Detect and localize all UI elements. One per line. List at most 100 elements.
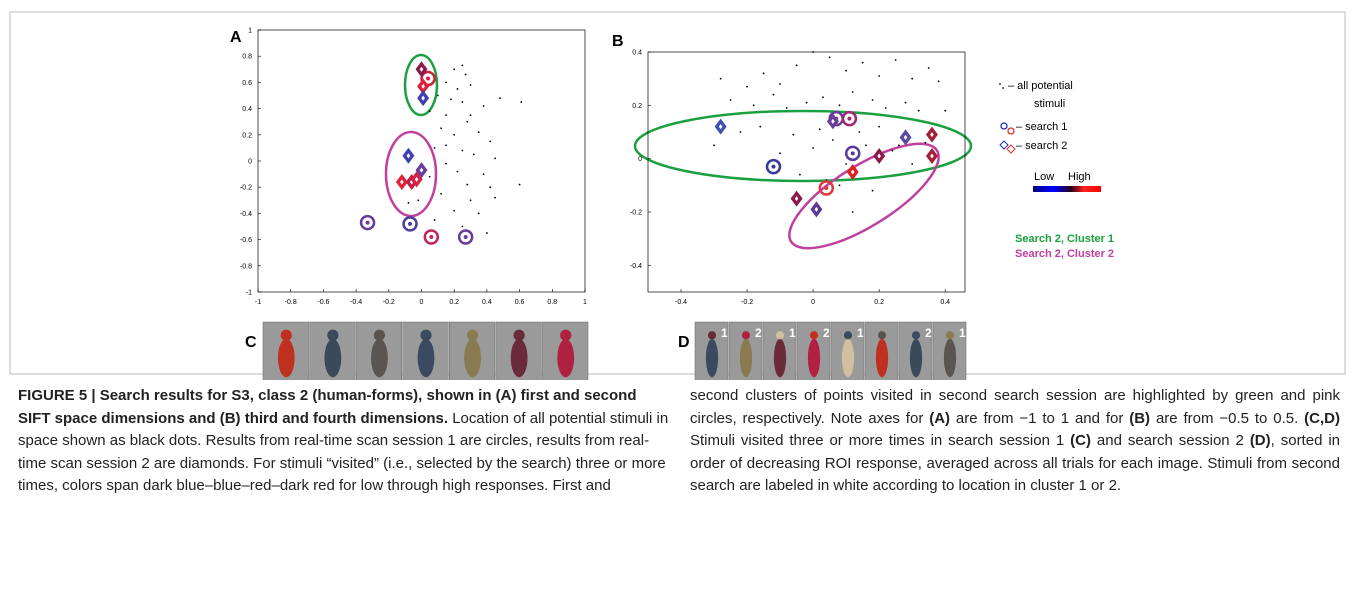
stimulus-dot — [408, 202, 410, 204]
stimulus-dot — [437, 95, 439, 97]
legend-circle — [1008, 128, 1014, 134]
stimulus-head — [912, 331, 920, 339]
stimulus-dot — [753, 104, 755, 106]
stimulus-dot — [911, 78, 913, 80]
stimulus-dot — [786, 107, 788, 109]
stimulus-dot — [483, 105, 485, 107]
stimulus-figure — [278, 339, 295, 377]
core — [824, 186, 828, 190]
legend-circle — [1001, 123, 1007, 129]
caption-right: second clusters of points visited in sec… — [690, 385, 1340, 498]
stimulus-dot — [779, 83, 781, 85]
stimulus-head — [327, 330, 338, 341]
y-tick-label: 0 — [248, 159, 252, 166]
stimulus-dot — [852, 91, 854, 93]
stimulus-dot — [812, 147, 814, 149]
cluster-label: Search 2, Cluster 1 — [1015, 233, 1114, 245]
x-tick-label: -0.6 — [317, 299, 329, 306]
x-tick-label: -0.4 — [350, 299, 362, 306]
stimulus-dot — [885, 107, 887, 109]
caption-run: (D) — [1250, 432, 1271, 449]
stimulus-head — [420, 330, 431, 341]
stimulus-dot — [478, 131, 480, 133]
stimulus-dot — [746, 86, 748, 88]
x-tick-label: 0 — [811, 299, 815, 306]
stimulus-dot — [520, 101, 522, 103]
stimulus-dot — [453, 134, 455, 136]
stimulus-dot — [839, 184, 841, 186]
legend-diamond — [1007, 145, 1015, 153]
cluster-number: 2 — [823, 326, 830, 340]
stimulus-dot — [713, 144, 715, 146]
stimulus-dot — [445, 144, 447, 146]
stimulus-dot — [832, 139, 834, 141]
stimulus-dot — [461, 226, 463, 228]
stimulus-dot — [466, 121, 468, 123]
stimulus-dot — [457, 171, 459, 173]
cluster-number: 2 — [755, 326, 762, 340]
cluster-ellipse — [635, 111, 971, 181]
stimulus-figure — [808, 339, 820, 377]
stimulus-dot — [445, 82, 447, 84]
stimulus-dot — [878, 75, 880, 77]
y-tick-label: 0 — [638, 156, 642, 163]
search2-diamond — [416, 61, 428, 77]
search2-diamond — [417, 90, 429, 106]
cluster-label: Search 2, Cluster 2 — [1015, 248, 1114, 260]
stimulus-dot — [473, 154, 475, 156]
stimulus-dot — [489, 186, 491, 188]
stimulus-dot — [494, 157, 496, 159]
search1-circle — [425, 230, 438, 243]
stimulus-dot — [895, 59, 897, 61]
x-tick-label: 0.6 — [515, 299, 525, 306]
stimulus-figure — [740, 339, 752, 377]
core — [847, 117, 851, 121]
cluster-number: 1 — [857, 326, 864, 340]
stimulus-head — [467, 330, 478, 341]
stimulus-dot — [845, 70, 847, 72]
stimulus-dot — [445, 114, 447, 116]
stimulus-head — [844, 331, 852, 339]
search1-circle — [361, 216, 374, 229]
cluster-ellipse — [386, 132, 436, 216]
cluster-number: 1 — [721, 326, 728, 340]
stimulus-dot — [440, 127, 442, 129]
stimulus-dot — [763, 72, 765, 74]
stimulus-dot — [453, 210, 455, 212]
legend-diamond — [1000, 141, 1008, 149]
stimulus-dot — [872, 99, 874, 101]
stimulus-dot — [865, 144, 867, 146]
search2-diamond — [900, 129, 912, 145]
caption-run: and search session 2 — [1091, 432, 1250, 449]
y-tick-label: 0.6 — [242, 80, 252, 87]
stimulus-dot — [730, 99, 732, 101]
strip-label: D — [678, 334, 690, 351]
page: A-1-0.8-0.6-0.4-0.200.20.40.60.81-1-0.8-… — [0, 0, 1355, 596]
x-tick-label: 0.4 — [940, 299, 950, 306]
stimulus-dot — [796, 64, 798, 66]
caption-left: FIGURE 5 | Search results for S3, class … — [18, 385, 670, 498]
caption-run: (B) — [1129, 410, 1150, 427]
search2-diamond — [810, 201, 822, 217]
stimulus-head — [374, 330, 385, 341]
search1-circle — [404, 217, 417, 230]
core — [426, 76, 430, 80]
stimulus-dot — [470, 114, 472, 116]
stimulus-dot — [465, 74, 467, 76]
legend-label: – all potential — [1008, 80, 1073, 92]
panel-label: A — [230, 29, 242, 46]
stimulus-dot — [779, 152, 781, 154]
stimulus-figure — [842, 339, 854, 377]
stimulus-dot — [499, 97, 501, 99]
stimulus-dot — [872, 190, 874, 192]
stimulus-dot — [852, 211, 854, 213]
panel-label: B — [612, 33, 624, 50]
caption-run: Stimuli visited three or more times in s… — [690, 432, 1070, 449]
stimulus-dot — [453, 68, 455, 70]
stimulus-dot — [898, 144, 900, 146]
x-tick-label: -0.2 — [741, 299, 753, 306]
stimulus-dot — [720, 78, 722, 80]
cluster-number: 1 — [959, 326, 966, 340]
search1-circle — [459, 230, 472, 243]
stimulus-dot — [440, 193, 442, 195]
